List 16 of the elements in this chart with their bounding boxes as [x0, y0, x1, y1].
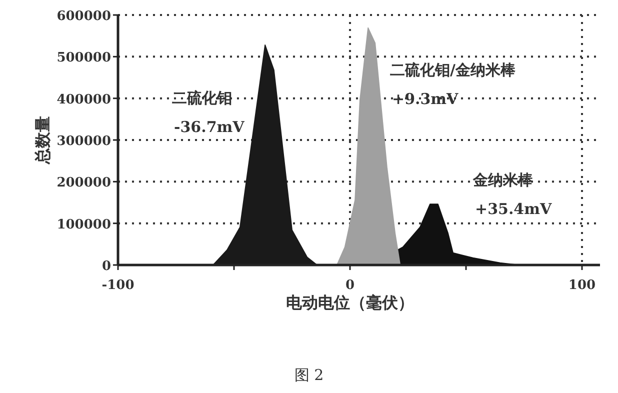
annotation: +35.4mV: [475, 200, 552, 218]
series-label: 二硫化钼/金纳米棒: [390, 61, 516, 79]
x-tick-label: -100: [102, 278, 134, 293]
annotation: -36.7mV: [174, 118, 245, 136]
x-tick-label: 0: [345, 278, 355, 293]
x-axis-title: 电动电位（毫伏）: [286, 293, 414, 312]
y-tick-label: 300000: [56, 134, 111, 149]
y-tick-label: 0: [102, 259, 111, 274]
x-tick-label: 100: [568, 278, 596, 293]
y-tick-label: 200000: [56, 176, 111, 191]
y-tick-label: 600000: [56, 9, 111, 24]
y-tick-label: 500000: [56, 50, 111, 66]
y-tick-label: 100000: [56, 217, 111, 232]
y-tick-label: 400000: [56, 92, 111, 108]
y-axis-title: 总数量: [33, 116, 52, 165]
caption: 图 2: [294, 366, 324, 384]
